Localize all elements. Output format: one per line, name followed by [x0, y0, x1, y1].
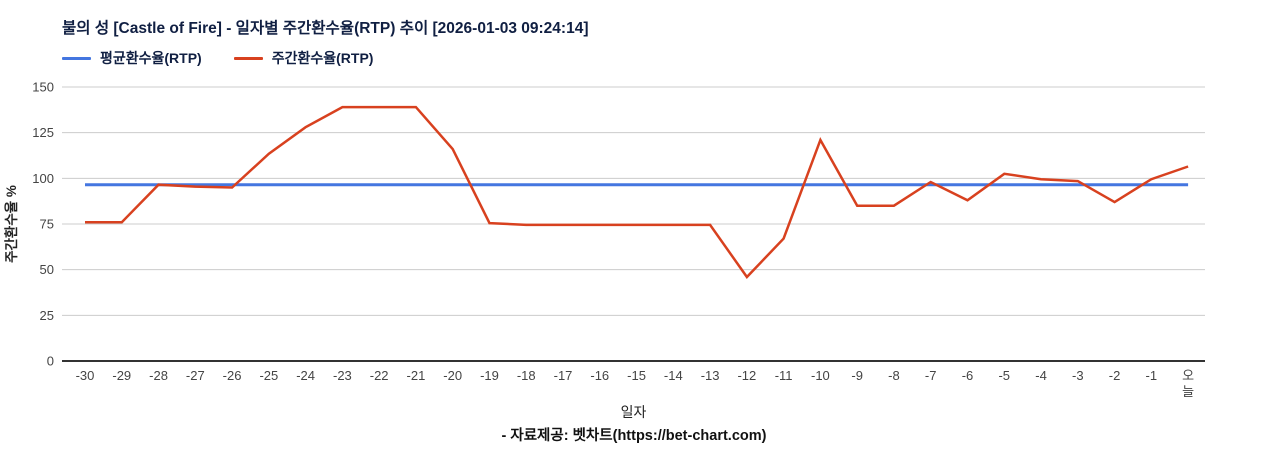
x-tick-label: -26: [223, 368, 242, 383]
y-tick-label: 50: [40, 262, 54, 277]
x-tick-label: -25: [259, 368, 278, 383]
legend-label-weekly: 주간환수율(RTP): [271, 50, 374, 66]
x-tick-label: -21: [407, 368, 426, 383]
x-tick-label: -16: [590, 368, 609, 383]
x-tick-label: -18: [517, 368, 536, 383]
y-tick-label: 0: [47, 354, 54, 369]
x-tick-label: -24: [296, 368, 315, 383]
x-tick-label: -5: [998, 368, 1010, 383]
x-tick-label: -28: [149, 368, 168, 383]
chart-title: 불의 성 [Castle of Fire] - 일자별 주간환수율(RTP) 추…: [62, 20, 589, 37]
x-tick-label: -2: [1109, 368, 1121, 383]
y-axis-title: 주간환수율 %: [3, 185, 19, 263]
y-tick-label: 100: [32, 171, 54, 186]
x-tick-label: -8: [888, 368, 900, 383]
x-tick-label: -14: [664, 368, 683, 383]
chart-legend: 평균환수율(RTP) 주간환수율(RTP): [62, 48, 373, 68]
x-tick-label: -20: [443, 368, 462, 383]
x-tick-label: -10: [811, 368, 830, 383]
x-tick-label: -13: [701, 368, 720, 383]
data-source-note: - 자료제공: 벳차트(https://bet-chart.com): [501, 428, 767, 444]
y-tick-label: 125: [32, 125, 54, 140]
weekly-line-swatch: [233, 56, 263, 60]
x-axis-title: 일자: [621, 404, 647, 420]
legend-label-average: 평균환수율(RTP): [100, 50, 202, 66]
x-tick-label: -11: [775, 368, 793, 383]
x-tick-label: -27: [186, 368, 205, 383]
x-tick-label: -17: [554, 368, 573, 383]
line-chart-plot: 0 25 50 75 100 125 150 -30 -29 -28 -27 -26 -25 -24 -23…: [3, 80, 1205, 420]
average-line-swatch: [62, 56, 91, 60]
y-tick-label: 25: [40, 308, 54, 323]
y-tick-label: 75: [40, 217, 54, 232]
x-tick-label: -15: [627, 368, 646, 383]
x-tick-label: -4: [1035, 368, 1047, 383]
weekly-rtp-line: [85, 105, 1189, 279]
x-tick-label: -19: [480, 368, 499, 383]
y-tick-label: 150: [32, 80, 54, 95]
x-tick-label: -12: [737, 368, 756, 383]
x-tick-label: -6: [962, 368, 974, 383]
x-tick-label: -22: [370, 368, 389, 383]
x-tick-label: -9: [851, 368, 863, 383]
x-tick-label: -3: [1072, 368, 1084, 383]
x-tick-label: -29: [112, 368, 131, 383]
x-tick-label: -1: [1146, 368, 1158, 383]
x-tick-label: -7: [925, 368, 937, 383]
x-tick-label: -23: [333, 368, 352, 383]
legend-item-weekly: 주간환수율(RTP): [233, 48, 374, 68]
x-tick-label: -30: [76, 368, 95, 383]
legend-item-average: 평균환수율(RTP): [62, 48, 202, 68]
